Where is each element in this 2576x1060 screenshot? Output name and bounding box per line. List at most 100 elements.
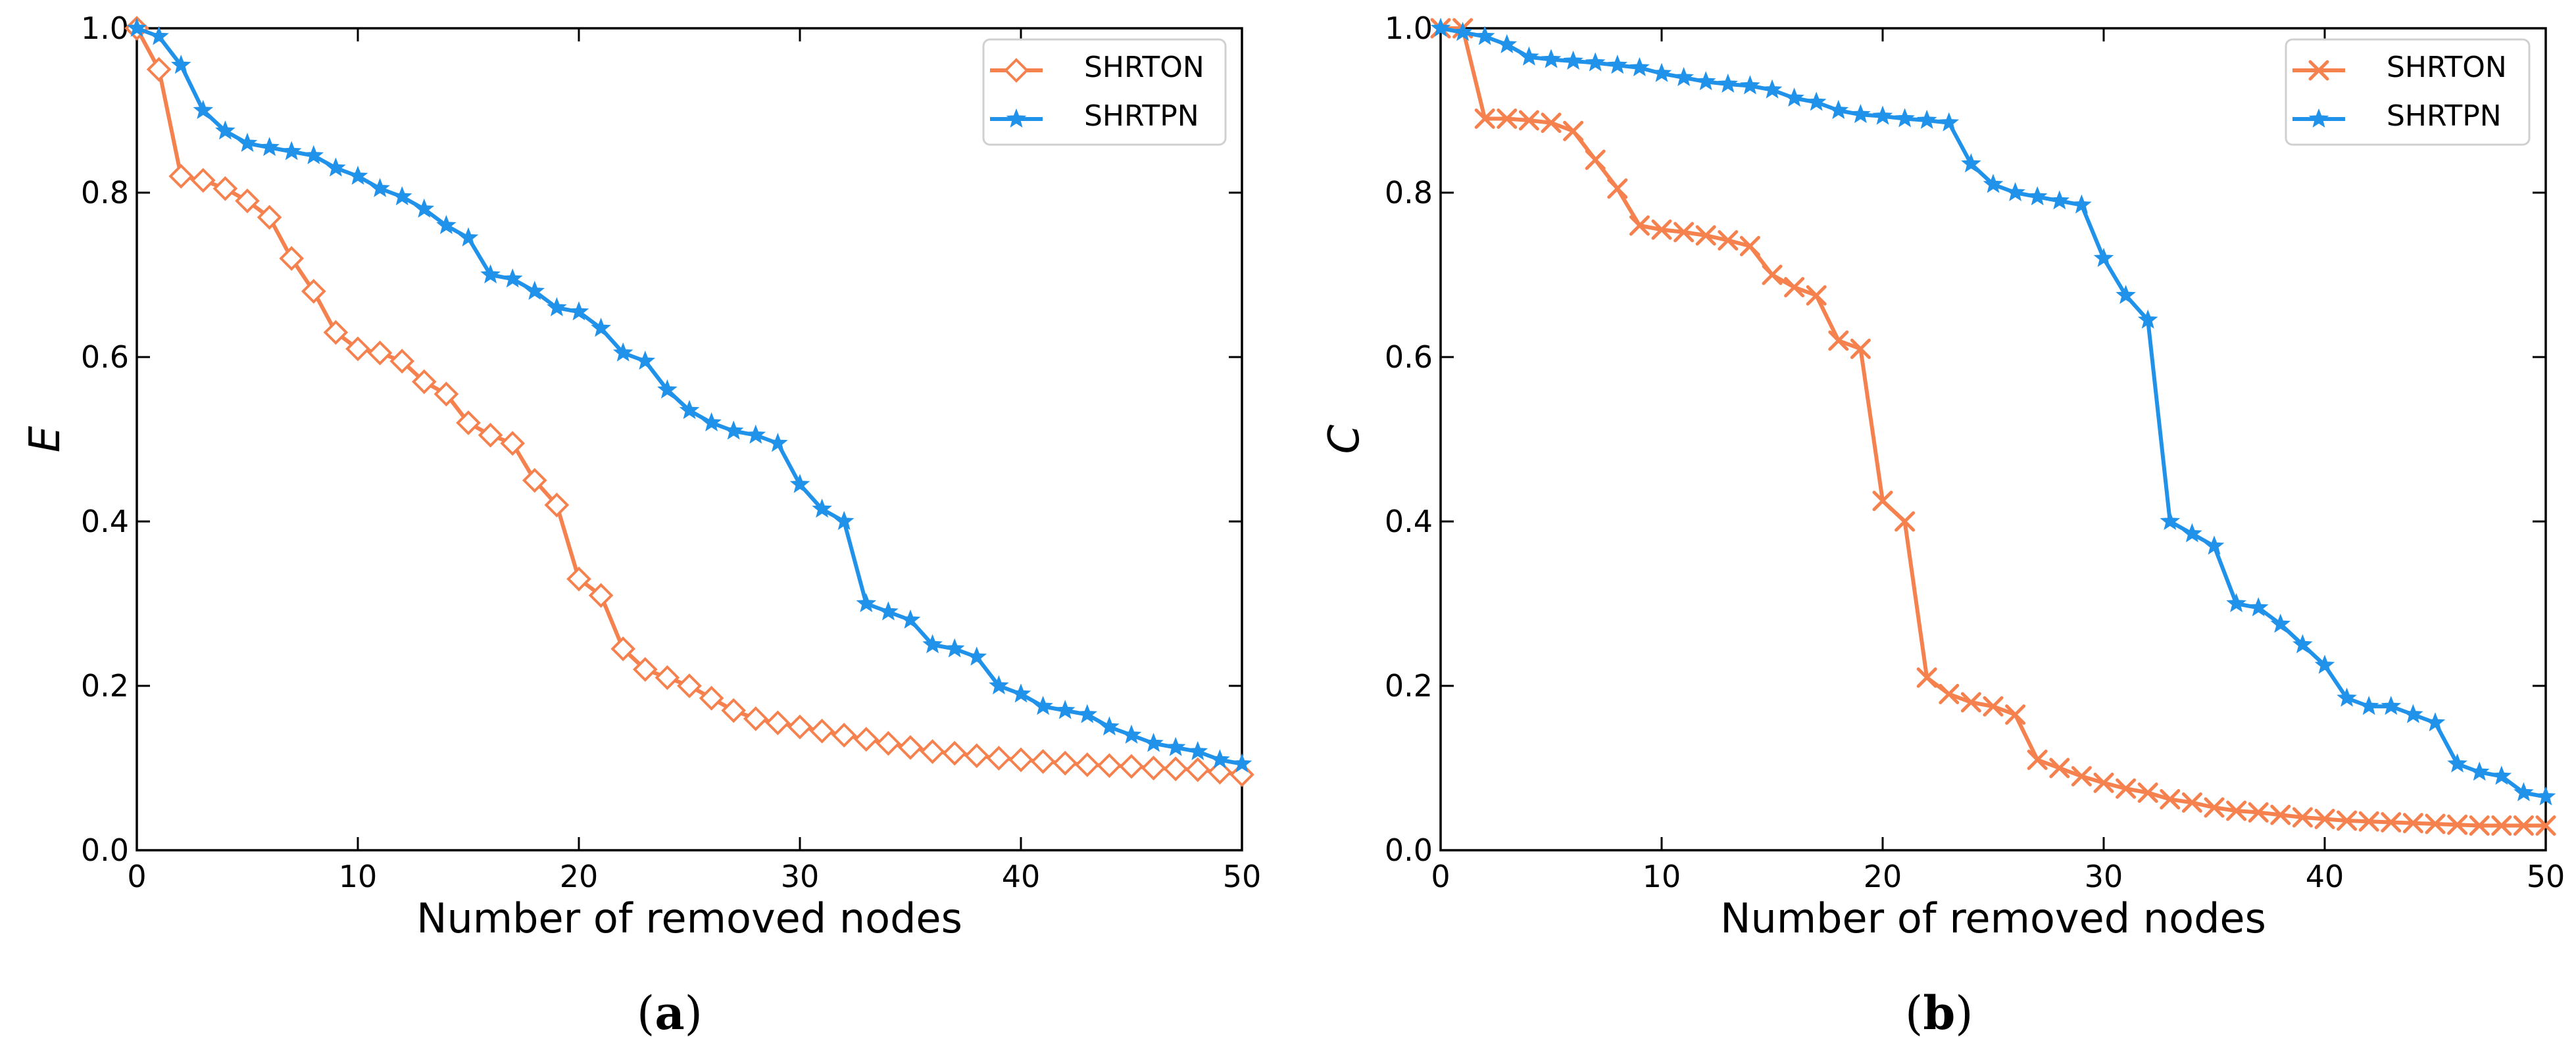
data-point-shrton: [478, 422, 503, 448]
data-point-shrtpn: [547, 297, 567, 317]
data-point-shrtpn: [347, 165, 368, 185]
data-point-shrton: [500, 431, 526, 456]
caption-a-letter: a: [655, 986, 684, 1040]
data-point-shrton: [1828, 330, 1849, 351]
x-tick-label: 40: [1002, 859, 1041, 894]
x-tick-label: 50: [1223, 859, 1262, 894]
data-point-shrton: [566, 566, 591, 592]
data-point-shrtpn: [568, 301, 589, 321]
data-point-shrtpn: [2358, 696, 2379, 715]
data-point-shrton: [544, 493, 570, 518]
data-point-shrtpn: [1231, 753, 1252, 773]
panel-a: 0 10 20 30 40 50 0.0 0.2 0.4 0.6 0.8 1.0 SHRTON SHR…: [21, 11, 1261, 1040]
data-point-shrtpn: [1939, 112, 1960, 132]
y-axis-label-b: C: [1320, 424, 1369, 454]
data-point-shrtpn: [391, 186, 412, 206]
data-point-shrtpn: [149, 26, 169, 45]
y-tick-label: 0.6: [1385, 339, 1433, 375]
data-point-shrtpn: [1010, 683, 1031, 703]
legend-swatch-a-0: [990, 58, 1043, 83]
data-point-shrton: [2491, 815, 2512, 836]
data-point-shrton: [610, 636, 636, 662]
data-point-shrton: [1784, 277, 1805, 298]
data-point-shrton: [2270, 804, 2291, 825]
legend-marker: [2308, 108, 2329, 128]
data-point-shrton: [2535, 815, 2556, 836]
data-point-shrton: [345, 336, 370, 362]
data-point-shrton: [1939, 684, 1960, 704]
data-point-shrtpn: [1474, 26, 1495, 45]
data-point-shrton: [522, 468, 547, 493]
data-point-shrton: [2093, 773, 2114, 793]
caption-a-open: (: [637, 986, 655, 1040]
data-point-shrton: [2358, 811, 2379, 832]
data-point-shrtpn: [2049, 190, 2070, 210]
series-group-b: [1430, 17, 2556, 836]
data-point-shrtpn: [1651, 62, 1672, 82]
data-point-shrtpn: [1585, 52, 1606, 72]
data-point-shrton: [787, 714, 812, 740]
data-point-shrton: [235, 188, 260, 214]
data-point-shrtpn: [436, 214, 457, 235]
data-point-shrtpn: [701, 412, 722, 432]
legend-label-a-shrtpn: SHRTPN: [1084, 99, 1199, 133]
x-tick-label: 20: [1864, 859, 1902, 894]
data-point-shrton: [212, 176, 238, 201]
data-point-shrton: [1739, 235, 1760, 256]
data-point-shrton: [190, 168, 216, 193]
data-point-shrtpn: [1983, 174, 2004, 193]
data-point-shrton: [809, 718, 835, 744]
data-point-shrton: [1806, 285, 1827, 306]
legend-b: SHRTON SHRTPN: [2285, 38, 2531, 146]
data-point-shrton: [1185, 757, 1210, 783]
data-point-shrtpn: [856, 592, 877, 613]
data-point-shrton: [323, 320, 349, 345]
data-point-shrton: [1585, 149, 1606, 170]
data-point-shrtpn: [1541, 49, 1562, 68]
data-point-shrton: [1474, 108, 1495, 129]
y-tick-label: 0.8: [81, 175, 129, 210]
data-point-shrtpn: [1054, 700, 1076, 719]
y-axis-label-a: E: [21, 425, 70, 452]
caption-a-close: ): [685, 986, 703, 1040]
y-tick-label: 0.8: [1385, 175, 1433, 210]
data-point-shrtpn: [303, 145, 324, 164]
data-point-shrton: [1607, 178, 1628, 199]
data-point-shrton: [1074, 752, 1100, 777]
data-point-shrtpn: [944, 638, 965, 658]
data-point-shrtpn: [1740, 75, 1760, 95]
data-point-shrton: [1163, 756, 1189, 782]
data-point-shrtpn: [237, 132, 258, 153]
data-point-shrtpn: [878, 601, 899, 621]
data-point-shrton: [1141, 756, 1166, 781]
data-point-shrton: [2116, 778, 2137, 799]
legend-marker: [2308, 60, 2329, 81]
data-point-shrton: [2027, 750, 2048, 770]
data-point-shrton: [2160, 789, 2181, 809]
data-point-shrtpn: [1961, 153, 1981, 173]
data-point-shrtpn: [1519, 46, 1539, 66]
data-point-shrtpn: [1607, 55, 1628, 74]
data-point-shrtpn: [2292, 634, 2313, 654]
data-point-shrtpn: [1806, 91, 1827, 111]
data-point-shrton: [411, 369, 437, 395]
data-point-shrton: [1030, 749, 1056, 774]
data-point-shrton: [1850, 339, 1871, 359]
data-point-shrton: [367, 340, 393, 366]
data-point-shrtpn: [326, 157, 346, 177]
x-tick-label: 40: [2306, 859, 2344, 894]
plot-frame-b: [1439, 27, 2547, 852]
data-point-shrtpn: [2314, 654, 2335, 674]
data-point-shrtpn: [1143, 733, 1164, 752]
data-point-shrtpn: [2337, 687, 2357, 707]
y-tick-label: 0.6: [81, 339, 129, 375]
data-point-shrton: [632, 657, 658, 682]
data-point-shrtpn: [1762, 79, 1783, 99]
data-point-shrton: [1718, 230, 1739, 251]
data-point-shrtpn: [1784, 87, 1804, 107]
data-point-shrton: [1695, 225, 1716, 246]
data-point-shrtpn: [2226, 592, 2246, 613]
data-point-shrtpn: [1165, 736, 1186, 756]
data-point-shrtpn: [2093, 247, 2114, 268]
series-shrton: [1430, 18, 2556, 836]
